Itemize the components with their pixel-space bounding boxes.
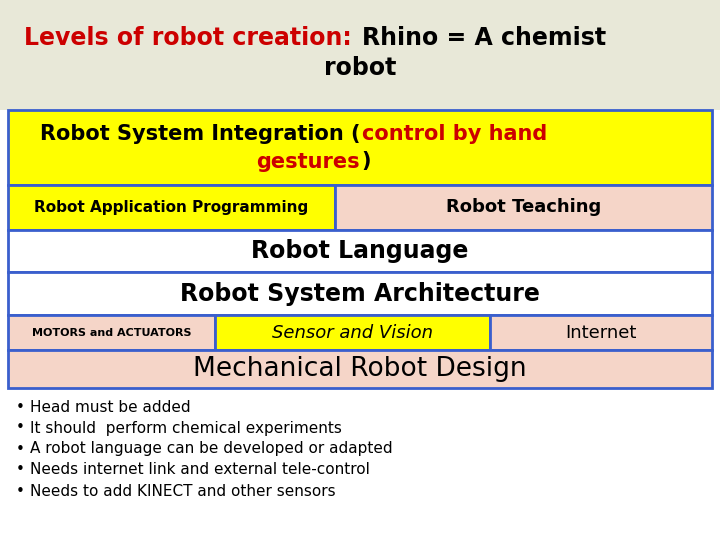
Bar bbox=[0, 0, 720, 110]
Text: robot: robot bbox=[324, 56, 396, 80]
Text: Robot Language: Robot Language bbox=[251, 239, 469, 263]
Bar bbox=[8, 350, 712, 388]
Text: Robot System Architecture: Robot System Architecture bbox=[180, 281, 540, 306]
Text: Robot Teaching: Robot Teaching bbox=[446, 199, 601, 217]
Text: •: • bbox=[16, 442, 25, 456]
Text: ): ) bbox=[361, 152, 371, 172]
Text: Mechanical Robot Design: Mechanical Robot Design bbox=[193, 356, 527, 382]
Text: control by hand: control by hand bbox=[362, 124, 547, 144]
Text: Needs to add KINECT and other sensors: Needs to add KINECT and other sensors bbox=[30, 483, 336, 498]
Bar bbox=[8, 230, 712, 272]
Bar bbox=[215, 315, 490, 350]
Text: Sensor and Vision: Sensor and Vision bbox=[272, 323, 433, 341]
Text: Levels of robot creation:: Levels of robot creation: bbox=[24, 26, 360, 50]
Text: •: • bbox=[16, 462, 25, 477]
Text: •: • bbox=[16, 400, 25, 415]
Text: It should  perform chemical experiments: It should perform chemical experiments bbox=[30, 421, 342, 435]
Text: Rhino = A chemist: Rhino = A chemist bbox=[362, 26, 606, 50]
Bar bbox=[490, 315, 712, 350]
Text: Robot Application Programming: Robot Application Programming bbox=[35, 200, 309, 215]
Text: gestures: gestures bbox=[256, 152, 360, 172]
Bar bbox=[8, 315, 215, 350]
Bar bbox=[8, 185, 335, 230]
Bar bbox=[8, 110, 712, 185]
Bar bbox=[8, 272, 712, 315]
Text: Internet: Internet bbox=[565, 323, 636, 341]
Bar bbox=[335, 185, 712, 230]
Text: Head must be added: Head must be added bbox=[30, 400, 191, 415]
Text: MOTORS and ACTUATORS: MOTORS and ACTUATORS bbox=[32, 327, 192, 338]
Text: A robot language can be developed or adapted: A robot language can be developed or ada… bbox=[30, 442, 392, 456]
Text: Needs internet link and external tele-control: Needs internet link and external tele-co… bbox=[30, 462, 370, 477]
Text: •: • bbox=[16, 483, 25, 498]
Text: Robot System Integration (: Robot System Integration ( bbox=[40, 124, 360, 144]
Text: •: • bbox=[16, 421, 25, 435]
